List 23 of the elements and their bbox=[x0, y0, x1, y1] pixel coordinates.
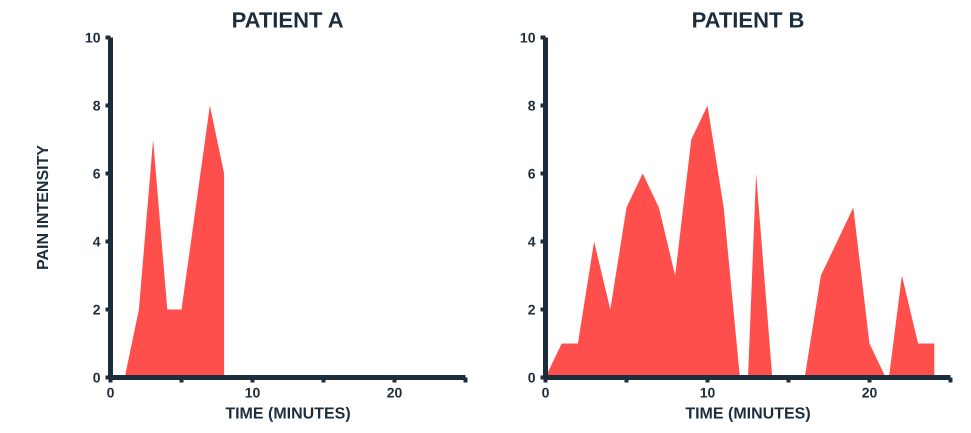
x-tick-label: 20 bbox=[862, 384, 878, 400]
y-tick-label: 0 bbox=[92, 370, 101, 386]
chart-title: PATIENT B bbox=[692, 8, 804, 32]
y-tick-label: 8 bbox=[528, 98, 536, 114]
y-tick-label: 10 bbox=[84, 30, 101, 46]
y-axis-title: PAIN INTENSITY bbox=[34, 144, 52, 270]
x-axis-title: TIME (MINUTES) bbox=[685, 406, 811, 422]
y-tick-label: 8 bbox=[92, 98, 101, 114]
y-tick-label: 2 bbox=[528, 302, 536, 318]
x-tick-label: 20 bbox=[386, 384, 402, 400]
y-tick-label: 4 bbox=[92, 234, 101, 250]
y-tick-label: 10 bbox=[520, 30, 536, 46]
y-tick-label: 6 bbox=[92, 166, 101, 182]
x-axis-title: TIME (MINUTES) bbox=[225, 406, 351, 422]
y-tick-label: 2 bbox=[92, 302, 101, 318]
y-tick-label: 0 bbox=[528, 370, 536, 386]
x-tick-label: 10 bbox=[244, 384, 260, 400]
x-tick-label: 0 bbox=[542, 384, 550, 400]
x-tick-label: 10 bbox=[700, 384, 716, 400]
y-tick-label: 4 bbox=[528, 234, 536, 250]
y-tick-label: 6 bbox=[528, 166, 536, 182]
x-tick-label: 0 bbox=[106, 384, 115, 400]
chart-title: PATIENT A bbox=[232, 8, 344, 32]
